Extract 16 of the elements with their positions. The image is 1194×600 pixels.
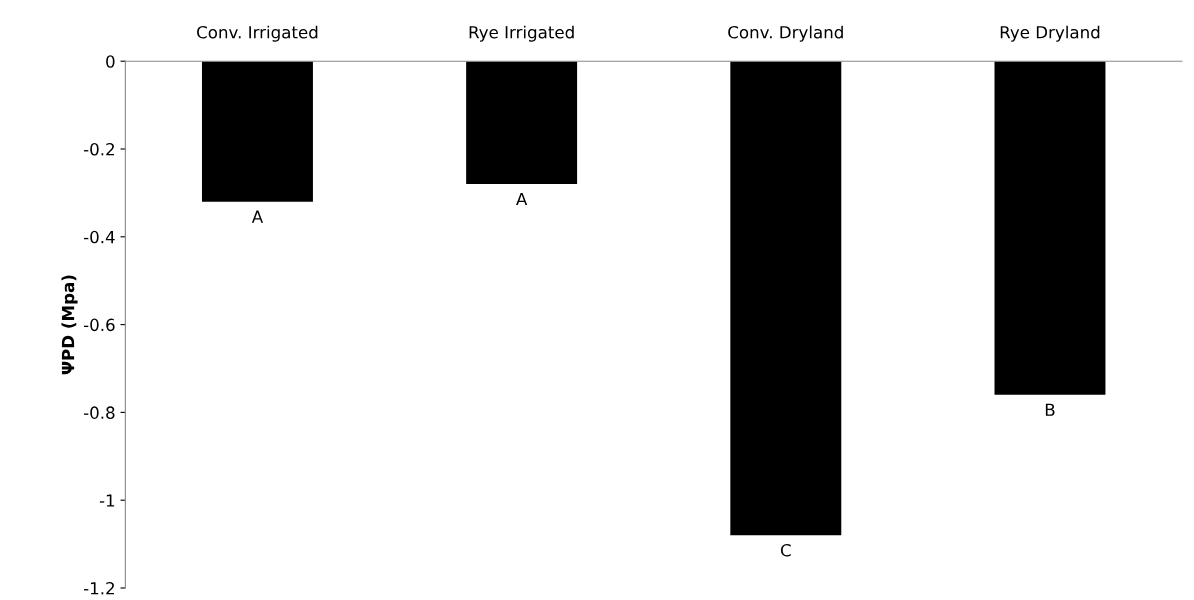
y-tick-label: 0 [106,55,115,68]
x-tick-label: Conv. Irrigated [197,25,318,42]
annotation: A [516,192,528,206]
annotation: B [1045,403,1055,416]
x-tick-label: Rye Dryland [1000,25,1100,42]
y-tick-label: -0.8 [83,406,115,419]
y-tick-label: -1 [99,494,115,507]
annotation: A [251,210,264,223]
y-axis-title: ΨPD (Mpa) [61,275,78,375]
y-tick-label: -0.2 [83,142,114,156]
x-tick-label: Rye Irrigated [469,25,574,42]
y-tick-label: -0.6 [83,318,115,332]
y-tick-label: -1.2 [83,581,114,595]
x-tick-label: Conv. Dryland [728,25,843,42]
y-tick-label: -0.4 [83,230,115,244]
annotation: C [780,543,791,557]
